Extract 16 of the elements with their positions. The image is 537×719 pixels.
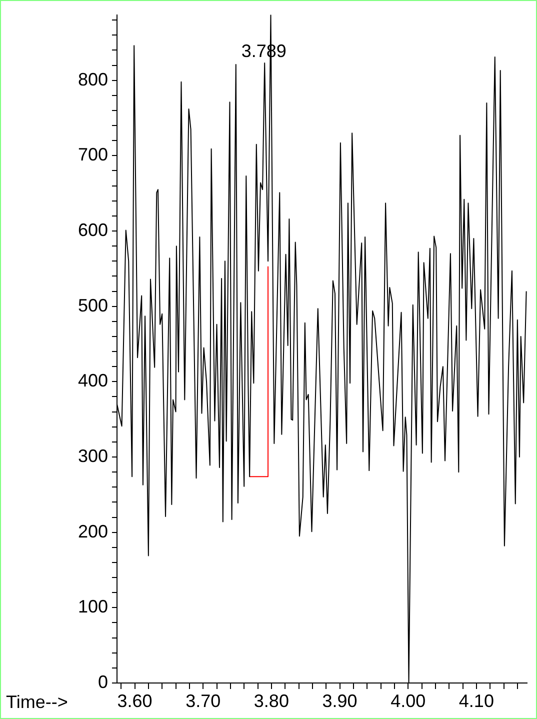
y-tick-label: 700 xyxy=(78,144,108,165)
y-tick-label: 500 xyxy=(78,295,108,316)
y-tick-label: 200 xyxy=(78,521,108,542)
y-tick-label: 100 xyxy=(78,596,108,617)
x-axis-title: Time--> xyxy=(6,692,68,712)
x-tick-label: 4.10 xyxy=(458,690,494,711)
x-tick-label: 3.70 xyxy=(186,690,221,711)
y-tick-label: 600 xyxy=(78,220,108,240)
x-tick-label: 3.60 xyxy=(117,690,152,711)
x-tick-label: 4.00 xyxy=(390,690,426,711)
x-tick-label: 3.90 xyxy=(322,690,358,711)
x-tick-label: 3.80 xyxy=(254,690,289,711)
y-tick-label: 0 xyxy=(98,672,108,692)
y-tick-label: 800 xyxy=(78,69,108,90)
y-tick-label: 400 xyxy=(78,370,108,391)
y-tick-label: 300 xyxy=(78,446,108,466)
